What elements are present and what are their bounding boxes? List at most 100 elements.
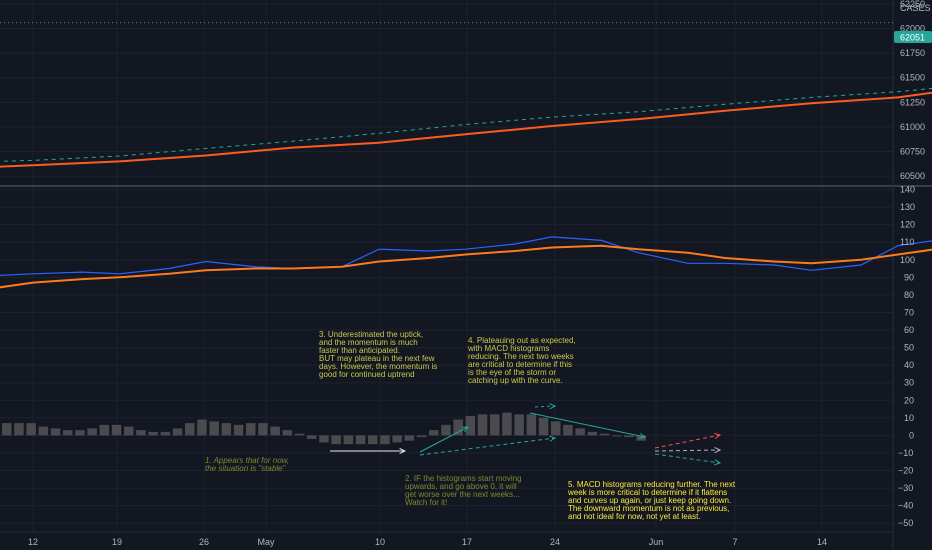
note-line: and the momentum is much <box>319 338 418 347</box>
note-5[interactable]: 5. MACD histograms reducing further. The… <box>567 480 736 521</box>
time-tick-label: 7 <box>732 537 737 547</box>
last-price-badge-bg <box>894 31 932 43</box>
arrow-proj-red[interactable] <box>654 433 722 449</box>
histogram-bar[interactable] <box>294 433 305 436</box>
note-line: 5. MACD histograms reducing further. The… <box>568 480 736 489</box>
arrow-up-green[interactable] <box>419 426 470 453</box>
histogram-bar[interactable] <box>380 435 390 445</box>
histogram-bar[interactable] <box>624 435 634 438</box>
histogram-bar[interactable] <box>282 430 293 436</box>
histogram-bar[interactable] <box>465 416 476 436</box>
time-axis[interactable]: 12 19 26 May 10 17 24 Jun 7 14 <box>28 537 827 547</box>
arrow-proj-gray[interactable] <box>654 447 722 454</box>
note-line: week is more critical to determine if it… <box>567 488 727 497</box>
histogram-bar[interactable] <box>75 430 85 436</box>
note-line: The downward momentum is not as previous… <box>568 504 729 513</box>
last-price-value: 62051 <box>900 33 925 43</box>
histogram-bar[interactable] <box>136 430 146 436</box>
histogram-bar[interactable] <box>99 424 110 436</box>
note-2[interactable]: 4. Plateauing out as expected,with MACD … <box>467 336 576 385</box>
indicator-tick-label: −30 <box>898 483 913 493</box>
note-3[interactable]: 1. Appears that for now,the situation is… <box>205 456 289 473</box>
histogram-bar[interactable] <box>63 430 73 436</box>
note-line: with MACD histograms <box>467 344 549 353</box>
fast-line[interactable] <box>0 202 932 277</box>
histogram-bar[interactable] <box>563 424 573 436</box>
histogram-bar[interactable] <box>148 431 158 436</box>
histogram-bar[interactable] <box>502 412 512 436</box>
plot-area <box>0 22 932 445</box>
histogram-bar[interactable] <box>551 421 561 436</box>
grid-lines <box>0 0 893 532</box>
histogram-bar[interactable] <box>538 417 549 436</box>
histogram-bar[interactable] <box>404 435 415 441</box>
histogram-bar[interactable] <box>221 423 232 436</box>
price-axis[interactable]: 6050060750610006125061500617506200062250… <box>898 0 925 528</box>
arrow-proj-green-head <box>714 459 722 466</box>
histogram-bar[interactable] <box>2 423 12 436</box>
histogram-bar[interactable] <box>429 430 439 436</box>
histogram-bar[interactable] <box>599 433 610 436</box>
note-4[interactable]: 2. IF the histograms start movingupwards… <box>405 474 522 507</box>
histogram-bar[interactable] <box>441 424 451 436</box>
indicator-tick-label: 30 <box>904 378 914 388</box>
histogram-bar[interactable] <box>209 421 219 436</box>
histogram-bar[interactable] <box>246 423 256 436</box>
arrow-small-dashed[interactable] <box>534 403 557 410</box>
histogram-bar[interactable] <box>453 419 463 436</box>
indicator-tick-label: 90 <box>904 272 914 282</box>
histogram-bar[interactable] <box>270 426 280 436</box>
histogram-bar[interactable] <box>416 435 427 438</box>
histogram-bar[interactable] <box>14 423 24 436</box>
time-tick-label: 26 <box>199 537 209 547</box>
histogram-bar[interactable] <box>185 423 195 436</box>
histogram-bar[interactable] <box>87 428 97 436</box>
price-tick-label: 60500 <box>900 171 925 181</box>
histogram-bar[interactable] <box>331 435 341 445</box>
histogram-bar[interactable] <box>490 414 500 436</box>
note-line: get worse over the next weeks... <box>405 490 520 499</box>
histogram-bar[interactable] <box>343 435 354 445</box>
note-line: BUT may plateau in the next few <box>319 354 435 363</box>
histogram-bar[interactable] <box>368 435 378 445</box>
histogram-bar[interactable] <box>392 435 402 443</box>
histogram-bar[interactable] <box>111 424 122 436</box>
histogram-bar[interactable] <box>587 431 598 436</box>
arrow-flat[interactable] <box>330 447 407 455</box>
histogram-bar[interactable] <box>197 419 207 436</box>
indicator-tick-label: 140 <box>900 185 915 195</box>
arrow-proj-green[interactable] <box>654 453 722 466</box>
price-dashed-line[interactable] <box>0 23 932 162</box>
histogram-bar[interactable] <box>50 428 61 436</box>
time-tick-label: Jun <box>649 537 664 547</box>
histogram-bar[interactable] <box>319 435 329 443</box>
histogram-bar[interactable] <box>477 414 488 436</box>
note-line: catching up with the curve. <box>468 376 563 385</box>
arrow-up-dashed[interactable] <box>419 435 557 456</box>
histogram-bar[interactable] <box>124 426 134 436</box>
arrow-up-green-shaft <box>419 426 469 453</box>
histogram-bar[interactable] <box>258 423 268 436</box>
ma-line[interactable] <box>0 30 932 168</box>
histogram-bar[interactable] <box>612 435 622 437</box>
histogram-bar[interactable] <box>526 414 537 436</box>
price-tick-label: 62000 <box>900 24 925 34</box>
histogram-bar[interactable] <box>160 431 171 436</box>
arrow-down-green[interactable] <box>529 412 647 439</box>
histogram-bar[interactable] <box>575 428 585 436</box>
histogram-bar[interactable] <box>514 414 524 436</box>
histogram-bar[interactable] <box>172 428 183 436</box>
histogram-bar[interactable] <box>26 423 36 436</box>
slow-line[interactable] <box>0 211 932 289</box>
histogram-bar[interactable] <box>233 424 244 436</box>
histogram-bar[interactable] <box>38 426 49 436</box>
histogram-bar[interactable] <box>307 435 317 439</box>
note-line: and not ideal for now, not yet at least. <box>568 512 701 521</box>
arrow-down-green-shaft <box>529 412 646 438</box>
histogram-bar[interactable] <box>355 435 366 445</box>
arrow-up-dashed-head <box>549 435 557 442</box>
note-1[interactable]: 3. Underestimated the uptick,and the mom… <box>319 330 437 379</box>
last-price-badge: 62051 <box>894 31 932 43</box>
drawings-layer[interactable] <box>330 403 722 466</box>
